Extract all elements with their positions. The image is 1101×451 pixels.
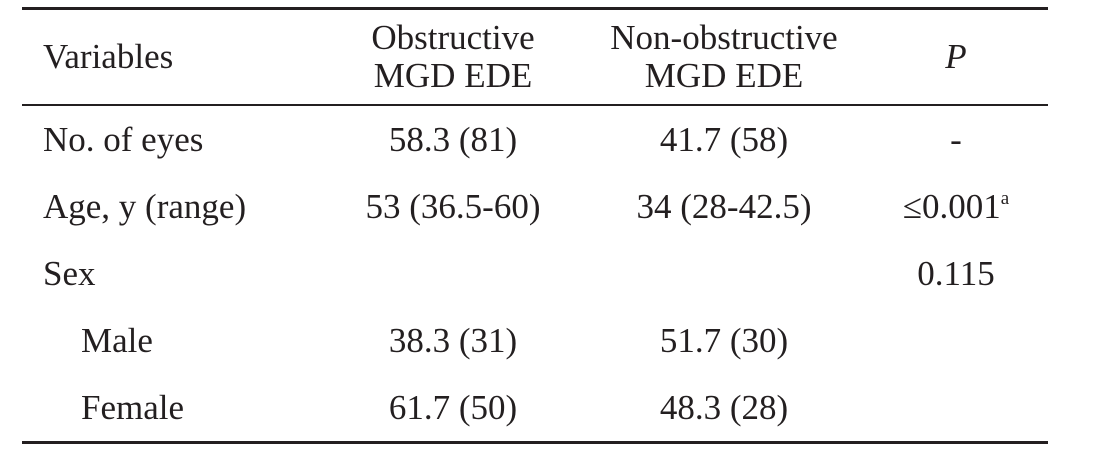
cell-obstructive: 53 (36.5-60): [365, 186, 541, 226]
header-p-value: P: [945, 37, 967, 76]
cell-obstructive: 61.7 (50): [388, 387, 518, 427]
demographics-table: Variables Obstructive MGD EDE Non-obstru…: [22, 7, 1048, 444]
header-non-obstructive-line1: Non-obstructive: [610, 18, 838, 57]
table-row: Female 61.7 (50) 48.3 (28): [22, 374, 1048, 443]
cell-non-obstructive: 41.7 (58): [659, 119, 789, 159]
header-obstructive-line1: Obstructive: [371, 18, 535, 57]
header-non-obstructive-line2: MGD EDE: [644, 56, 804, 95]
cell-p-value: 0.115: [864, 240, 1048, 307]
header-variables: Variables: [43, 37, 174, 76]
cell-p-value: -: [864, 105, 1048, 173]
table-row: No. of eyes 58.3 (81) 41.7 (58) -: [22, 105, 1048, 173]
row-label: Age, y (range): [43, 186, 247, 226]
table-row: Male 38.3 (31) 51.7 (30): [22, 307, 1048, 374]
row-label: No. of eyes: [43, 119, 204, 159]
cell-obstructive: 58.3 (81): [388, 119, 518, 159]
table-row: Sex 0.115: [22, 240, 1048, 307]
cell-p-value: [864, 307, 1048, 374]
cell-non-obstructive: 34 (28-42.5): [636, 186, 812, 226]
header-non-obstructive: Non-obstructive MGD EDE: [584, 9, 864, 106]
p-value-text: 0.115: [917, 253, 995, 293]
cell-non-obstructive: 51.7 (30): [659, 320, 789, 360]
cell-obstructive: 38.3 (31): [388, 320, 518, 360]
data-table-container: Variables Obstructive MGD EDE Non-obstru…: [22, 7, 1048, 444]
table-header: Variables Obstructive MGD EDE Non-obstru…: [22, 8, 1048, 106]
cell-non-obstructive: 48.3 (28): [659, 387, 789, 427]
p-value-superscript: a: [1000, 187, 1010, 209]
row-label: Male: [81, 320, 153, 360]
cell-non-obstructive: [584, 240, 864, 307]
table-body: No. of eyes 58.3 (81) 41.7 (58) - Age, y…: [22, 105, 1048, 443]
header-obstructive-line2: MGD EDE: [373, 56, 533, 95]
header-row: Variables Obstructive MGD EDE Non-obstru…: [22, 8, 1048, 106]
cell-obstructive: [322, 240, 584, 307]
p-value-text: -: [950, 119, 962, 159]
cell-p-value: ≤0.001a: [864, 173, 1048, 240]
p-value-text: ≤0.001: [902, 186, 1001, 226]
table-row: Age, y (range) 53 (36.5-60) 34 (28-42.5)…: [22, 173, 1048, 240]
header-obstructive: Obstructive MGD EDE: [322, 9, 584, 106]
row-label: Female: [81, 387, 185, 427]
cell-p-value: [864, 374, 1048, 443]
row-label: Sex: [43, 253, 96, 293]
